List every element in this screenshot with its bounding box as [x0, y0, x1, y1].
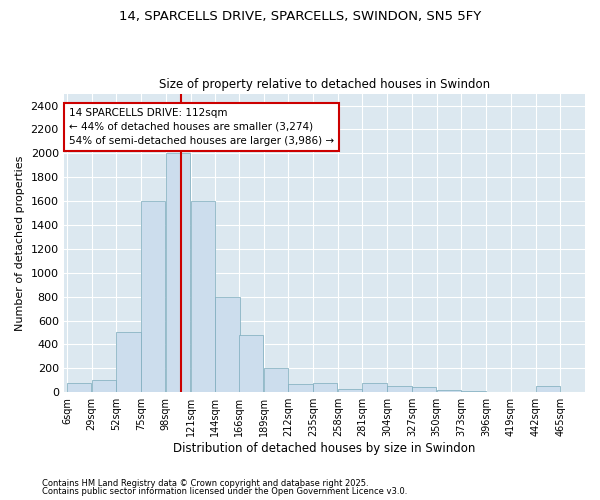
Bar: [412, 388, 436, 392]
Bar: [141, 201, 166, 392]
Bar: [166, 154, 190, 392]
Bar: [92, 380, 116, 392]
Text: Contains HM Land Registry data © Crown copyright and database right 2025.: Contains HM Land Registry data © Crown c…: [42, 478, 368, 488]
X-axis label: Distribution of detached houses by size in Swindon: Distribution of detached houses by size …: [173, 442, 476, 455]
Bar: [67, 383, 91, 392]
Title: Size of property relative to detached houses in Swindon: Size of property relative to detached ho…: [159, 78, 490, 91]
Bar: [239, 336, 263, 392]
Bar: [461, 391, 486, 392]
Bar: [536, 386, 560, 392]
Bar: [289, 384, 313, 392]
Text: 14, SPARCELLS DRIVE, SPARCELLS, SWINDON, SN5 5FY: 14, SPARCELLS DRIVE, SPARCELLS, SWINDON,…: [119, 10, 481, 23]
Bar: [263, 368, 288, 392]
Y-axis label: Number of detached properties: Number of detached properties: [15, 155, 25, 330]
Bar: [191, 201, 215, 392]
Text: 14 SPARCELLS DRIVE: 112sqm
← 44% of detached houses are smaller (3,274)
54% of s: 14 SPARCELLS DRIVE: 112sqm ← 44% of deta…: [69, 108, 334, 146]
Bar: [313, 383, 337, 392]
Bar: [116, 332, 141, 392]
Bar: [387, 386, 412, 392]
Bar: [215, 296, 239, 392]
Bar: [437, 390, 461, 392]
Bar: [338, 388, 362, 392]
Bar: [362, 383, 387, 392]
Text: Contains public sector information licensed under the Open Government Licence v3: Contains public sector information licen…: [42, 487, 407, 496]
